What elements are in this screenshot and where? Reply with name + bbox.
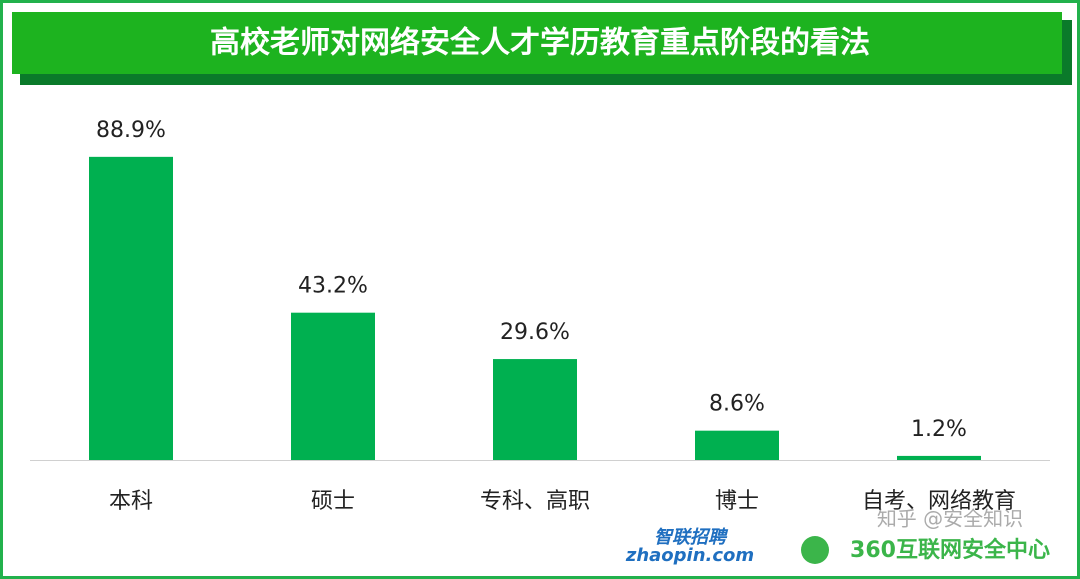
value-label: 88.9% <box>96 118 166 143</box>
logo: 360互联网安全中心 <box>850 537 1050 563</box>
value-label: 29.6% <box>500 320 570 345</box>
bar <box>493 359 577 460</box>
bar <box>695 430 779 460</box>
value-label: 43.2% <box>298 274 368 299</box>
logo-icon <box>801 536 829 564</box>
bar <box>897 455 981 460</box>
value-label: 1.2% <box>911 417 967 442</box>
bar <box>89 156 173 460</box>
value-label: 8.6% <box>709 392 765 417</box>
bar <box>291 312 375 460</box>
watermark: 知乎 @安全知识 <box>877 507 1023 531</box>
logo: zhaopin.com <box>625 545 754 566</box>
title-band <box>12 12 1062 74</box>
logo: 智联招聘 <box>654 527 729 548</box>
chart-title: 高校老师对网络安全人才学历教育重点阶段的看法 <box>210 26 870 61</box>
x-tick-label: 硕士 <box>311 489 355 514</box>
x-tick-label: 自考、网络教育 <box>862 489 1016 514</box>
x-tick-label: 博士 <box>715 489 759 514</box>
x-tick-label: 专科、高职 <box>480 489 590 514</box>
x-tick-label: 本科 <box>109 489 153 514</box>
